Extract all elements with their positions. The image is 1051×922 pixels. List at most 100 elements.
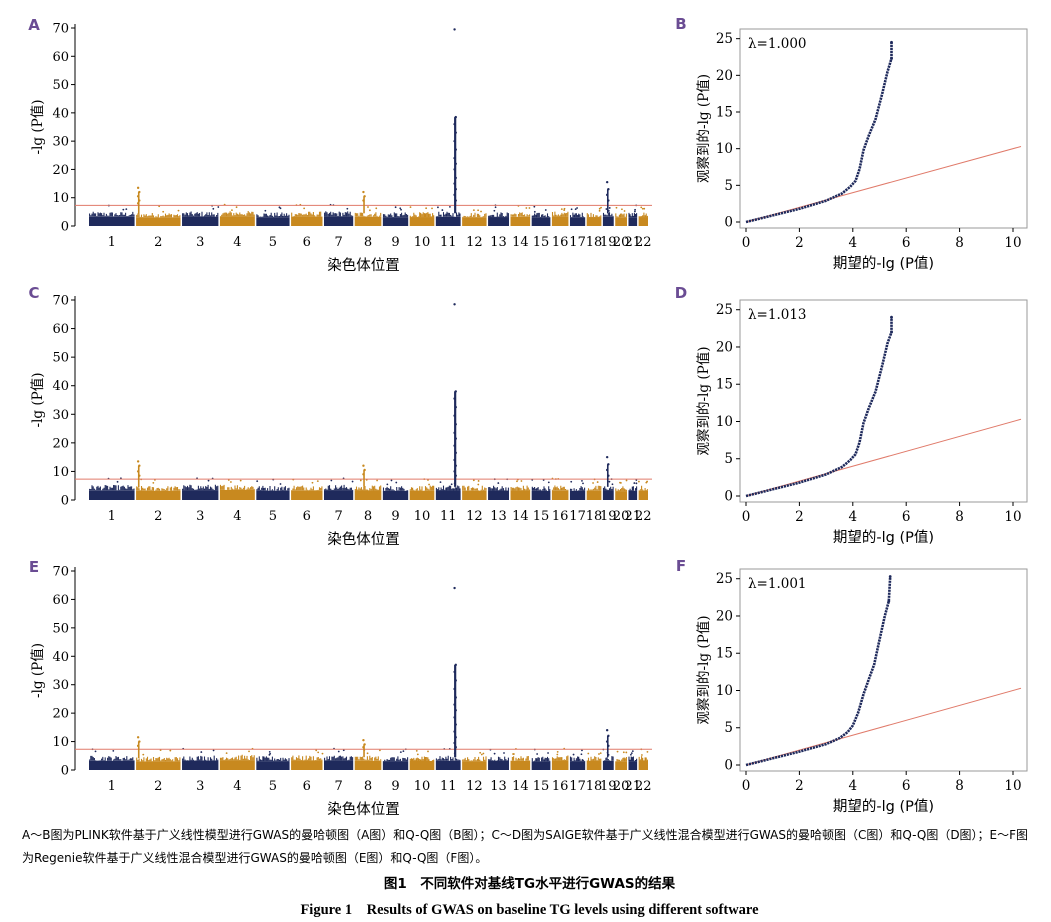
observed-curve bbox=[745, 576, 892, 767]
snp-point bbox=[482, 752, 485, 755]
peak-point bbox=[138, 740, 141, 743]
peak-point bbox=[136, 470, 140, 473]
peak-chr-8 bbox=[362, 738, 366, 758]
snp-point bbox=[608, 207, 611, 209]
peak-point bbox=[454, 723, 457, 726]
x-tick-label: 7 bbox=[334, 779, 342, 794]
y-tick-label: 0 bbox=[61, 494, 69, 509]
x-tick-label: 2 bbox=[795, 509, 804, 525]
snp-point bbox=[587, 752, 590, 755]
band-fill bbox=[182, 490, 219, 500]
band-jitter bbox=[435, 755, 461, 761]
x-tick-label: 14 bbox=[512, 509, 529, 524]
snp-point bbox=[616, 750, 619, 753]
peak-point bbox=[363, 743, 366, 746]
band-jitter bbox=[382, 486, 409, 491]
band-fill bbox=[354, 760, 382, 770]
band-jitter bbox=[221, 211, 255, 217]
y-tick-label: 25 bbox=[716, 31, 733, 47]
snp-point bbox=[547, 752, 549, 754]
x-tick-label: 0 bbox=[742, 235, 751, 251]
band-fill bbox=[323, 216, 354, 226]
band-jitter bbox=[409, 212, 435, 217]
band-jitter bbox=[382, 756, 409, 762]
x-tick-label: 3 bbox=[196, 235, 204, 250]
snp-point bbox=[366, 752, 369, 755]
chromosome-band-16 bbox=[551, 207, 569, 226]
chromosome-band-8 bbox=[354, 749, 382, 770]
snp-point bbox=[162, 210, 165, 213]
chromosome-band-10 bbox=[409, 749, 435, 770]
chromosome-band-8 bbox=[354, 478, 382, 500]
snp-point bbox=[580, 753, 583, 756]
band-fill bbox=[628, 761, 638, 770]
band-fill bbox=[354, 216, 382, 226]
snp-point bbox=[441, 209, 444, 211]
band-jitter bbox=[256, 485, 290, 491]
band-fill bbox=[510, 490, 531, 500]
x-tick-label: 10 bbox=[414, 779, 431, 794]
top-point bbox=[890, 57, 893, 60]
band-jitter bbox=[638, 212, 648, 217]
snp-point bbox=[480, 753, 483, 756]
x-tick-label: 2 bbox=[154, 779, 162, 794]
x-tick-label: 8 bbox=[364, 779, 372, 794]
band-jitter bbox=[510, 485, 531, 491]
band-jitter bbox=[569, 756, 586, 762]
x-tick-label: 13 bbox=[490, 509, 507, 524]
peak-point bbox=[136, 202, 140, 205]
snp-point bbox=[231, 209, 233, 212]
band-jitter bbox=[182, 484, 219, 491]
band-jitter bbox=[291, 755, 323, 761]
x-tick-label: 15 bbox=[533, 509, 550, 524]
peak-point bbox=[453, 730, 456, 733]
band-jitter bbox=[615, 213, 627, 218]
chromosome-band-5 bbox=[256, 478, 290, 500]
band-fill bbox=[291, 760, 323, 770]
panel-label-b: B bbox=[675, 15, 686, 33]
band-jitter bbox=[615, 486, 627, 492]
snp-point bbox=[605, 208, 608, 210]
x-tick-label: 22 bbox=[635, 509, 652, 524]
x-tick-label: 6 bbox=[303, 235, 311, 250]
peak-point bbox=[363, 468, 366, 472]
chromosome-band-8 bbox=[354, 206, 382, 226]
top-point bbox=[890, 330, 893, 334]
x-tick-label: 7 bbox=[334, 235, 342, 250]
band-jitter bbox=[551, 755, 569, 761]
snp-point bbox=[556, 750, 559, 753]
snp-point bbox=[169, 749, 172, 752]
band-jitter bbox=[291, 211, 323, 217]
x-tick-label: 21 bbox=[625, 779, 642, 794]
band-fill bbox=[462, 761, 487, 770]
snp-point bbox=[217, 206, 220, 208]
snp-point bbox=[615, 206, 618, 209]
peak-point bbox=[453, 156, 456, 160]
x-axis-label: 染色体位置 bbox=[327, 801, 400, 818]
band-fill bbox=[602, 216, 614, 226]
snp-point bbox=[477, 209, 480, 212]
snp-point bbox=[402, 750, 405, 753]
chromosome-band-10 bbox=[409, 206, 435, 226]
peak-point bbox=[453, 193, 456, 197]
band-jitter bbox=[136, 213, 181, 218]
y-tick-label: 30 bbox=[52, 408, 69, 423]
snp-point bbox=[449, 205, 451, 208]
snp-point bbox=[386, 483, 389, 486]
band-fill bbox=[615, 761, 627, 770]
band-jitter bbox=[382, 212, 409, 218]
chromosome-band-18 bbox=[586, 752, 602, 770]
band-fill bbox=[409, 760, 435, 770]
snp-point bbox=[516, 480, 518, 483]
peak-point bbox=[453, 139, 456, 143]
y-tick-label: 60 bbox=[52, 50, 69, 65]
x-tick-label: 8 bbox=[364, 509, 372, 524]
band-jitter bbox=[510, 756, 531, 761]
y-tick-label: 60 bbox=[52, 322, 69, 337]
snp-point bbox=[623, 210, 626, 212]
x-tick-label: 10 bbox=[414, 509, 431, 524]
x-tick-label: 13 bbox=[490, 779, 507, 794]
peak-point bbox=[453, 687, 456, 691]
